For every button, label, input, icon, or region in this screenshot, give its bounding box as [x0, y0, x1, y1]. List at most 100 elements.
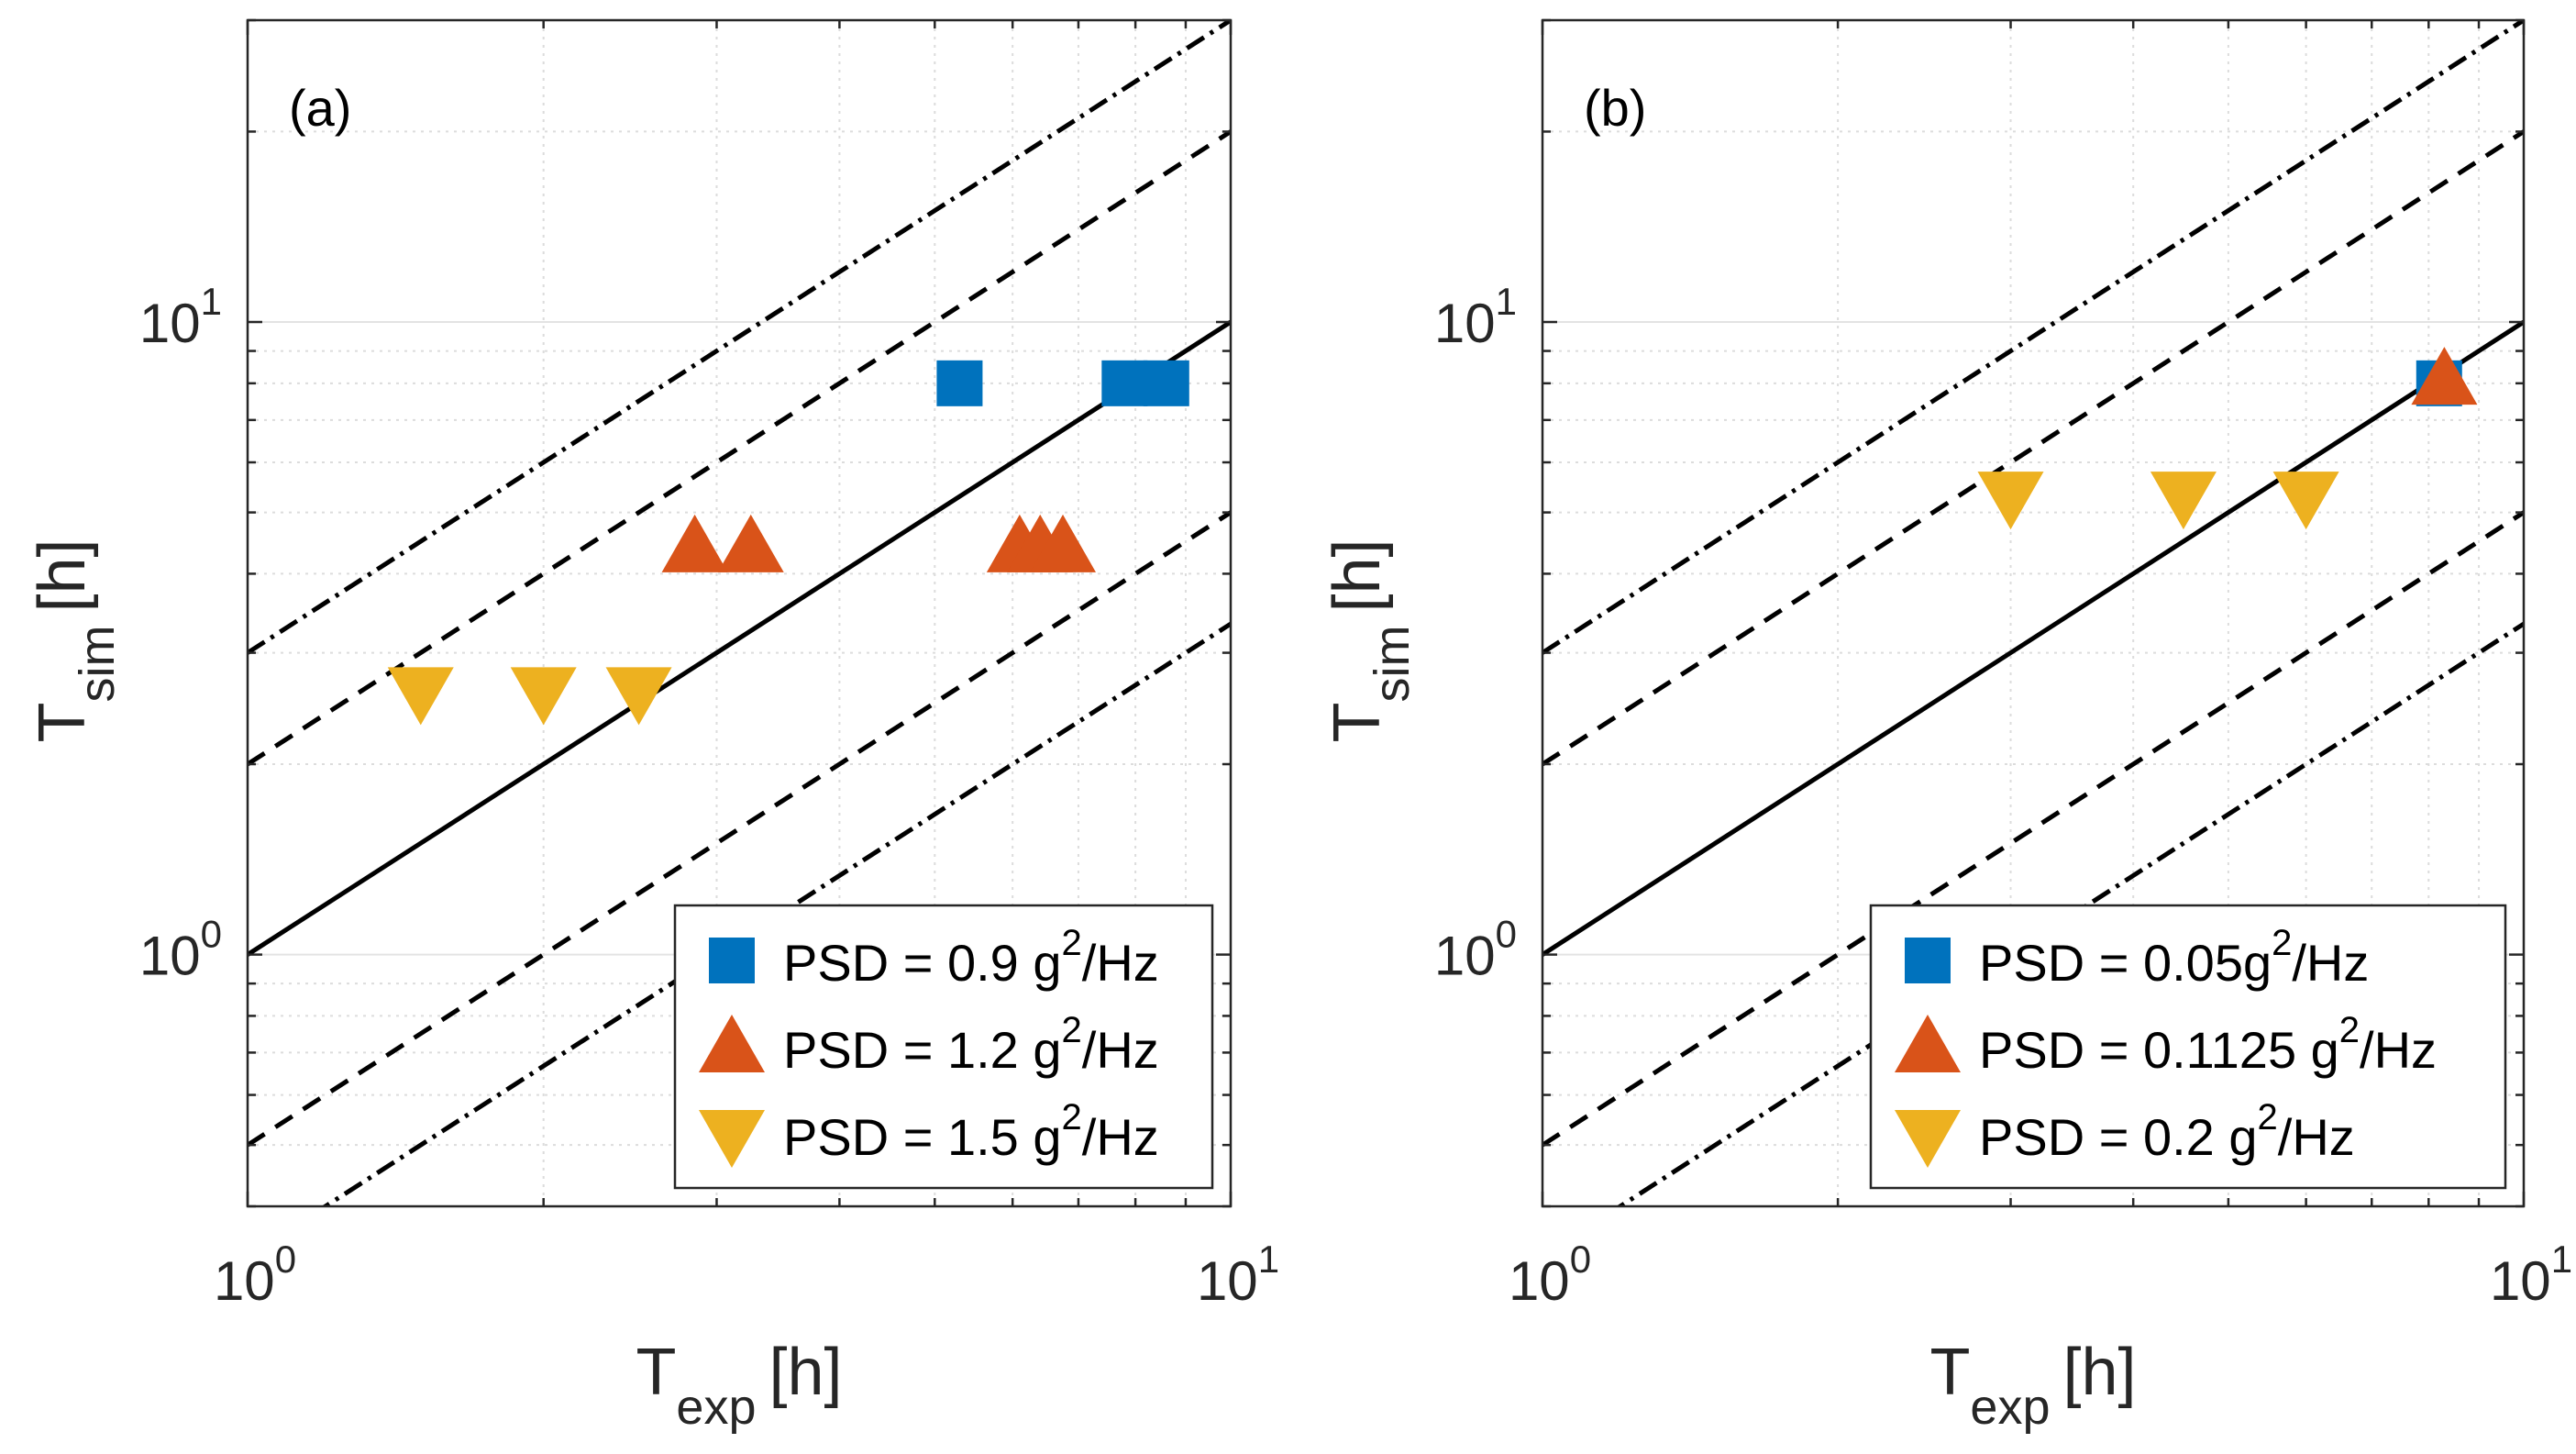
legend-entry-label: PSD = 0.05g2/Hz	[1979, 923, 2369, 992]
x-tick-label-exp: 1	[2551, 1238, 2572, 1281]
ticks	[1541, 18, 2526, 1208]
legend-entry-name: PSD = 0.05g	[1979, 934, 2272, 992]
legend-entry-label: PSD = 0.2 g2/Hz	[1979, 1097, 2355, 1166]
legend-entry-sup: 2	[2339, 1010, 2360, 1050]
legend-entry-sup: 2	[1062, 1097, 1082, 1138]
legend-entry-name: PSD = 0.9 g	[783, 934, 1062, 992]
y-axis-label-sub: sim	[1365, 626, 1420, 703]
legend-entry-suffix: /Hz	[1082, 1108, 1159, 1166]
y-tick-label-exp: 0	[201, 913, 222, 956]
legend-entry-sup: 2	[1062, 923, 1082, 963]
y-axis-label: Tsim [h]	[1321, 538, 1420, 742]
y-axis-label-unit: [h]	[26, 538, 99, 612]
legend-entry-name: PSD = 1.5 g	[783, 1108, 1062, 1166]
reference-line-dashed	[248, 129, 1231, 767]
reference-line-dashed	[1542, 510, 2524, 1148]
x-tick-label-base: 10	[2490, 1250, 2551, 1312]
y-tick-label-base: 10	[1434, 293, 1496, 354]
data-point-triangle-down	[2150, 472, 2217, 530]
data-point-triangle-down	[510, 667, 577, 726]
ticks	[246, 18, 1233, 1208]
x-tick-label: 101	[2490, 1238, 2572, 1312]
y-tick-label-exp: 1	[1496, 280, 1517, 323]
data-point-square	[936, 360, 983, 406]
x-tick-label-base: 10	[1509, 1250, 1570, 1312]
data-point-square	[1101, 360, 1148, 406]
x-tick-label: 100	[214, 1238, 296, 1312]
data-point-triangle-down	[1977, 472, 2044, 530]
legend-entry-suffix: /Hz	[2360, 1021, 2437, 1079]
x-tick-label: 100	[1509, 1238, 1591, 1312]
data-point-square	[1143, 360, 1189, 406]
axes-box	[246, 18, 1233, 1208]
x-axis-label-main: T	[1929, 1336, 1970, 1409]
x-tick-label-exp: 0	[1570, 1238, 1591, 1281]
y-tick-label-base: 10	[1434, 926, 1496, 987]
legend-marker-triangle-up	[1895, 1015, 1961, 1072]
legend-entry-label: PSD = 0.9 g2/Hz	[783, 923, 1159, 992]
reference-line-dashed	[1542, 129, 2524, 767]
x-axis-label-main: T	[636, 1336, 676, 1409]
legend-entry-suffix: /Hz	[1082, 1021, 1159, 1079]
legend-entry-sup: 2	[2272, 923, 2292, 963]
x-tick-label-exp: 0	[275, 1238, 296, 1281]
y-axis-label-sub: sim	[70, 626, 125, 703]
legend-entry-suffix: /Hz	[2292, 934, 2369, 992]
x-axis-label-unit: [h]	[2063, 1336, 2137, 1409]
x-tick-label-base: 10	[214, 1250, 275, 1312]
legend-marker-triangle-down	[1895, 1110, 1961, 1168]
x-tick-label: 101	[1197, 1238, 1279, 1312]
reference-lines	[1542, 20, 2524, 1206]
data-point-triangle-up	[717, 514, 784, 572]
y-tick-label: 100	[1434, 913, 1517, 987]
data-point-triangle-down	[387, 667, 454, 726]
x-tick-label-base: 10	[1197, 1250, 1258, 1312]
legend-entry-label: PSD = 1.2 g2/Hz	[783, 1010, 1159, 1079]
y-tick-label-base: 10	[139, 293, 201, 354]
y-axis-label: Tsim [h]	[26, 538, 125, 742]
reference-line-dashdot	[248, 20, 1231, 655]
legend-entry-sup: 2	[1062, 1010, 1082, 1050]
axes-box	[1541, 18, 2526, 1208]
legend-entry-name: PSD = 1.2 g	[783, 1021, 1062, 1079]
legend-entry-label: PSD = 1.5 g2/Hz	[783, 1097, 1159, 1166]
y-tick-label-exp: 1	[201, 280, 222, 323]
y-tick-label-exp: 0	[1496, 913, 1517, 956]
data-point-triangle-up	[661, 514, 728, 572]
y-axis-label-main: T	[26, 703, 99, 743]
reference-line-dashdot	[1542, 20, 2524, 655]
y-tick-label: 100	[139, 913, 222, 987]
y-tick-label: 101	[1434, 280, 1517, 354]
legend-entry-name: PSD = 0.2 g	[1979, 1108, 2258, 1166]
x-axis-label-unit: [h]	[769, 1336, 843, 1409]
x-tick-label-exp: 1	[1258, 1238, 1279, 1281]
legend-marker-triangle-down	[699, 1110, 765, 1168]
data-point-triangle-up	[1030, 514, 1097, 572]
reference-line-solid	[1542, 319, 2524, 957]
data-point-triangle-up	[2411, 347, 2478, 405]
y-tick-label-base: 10	[139, 926, 201, 987]
x-axis-label: Texp [h]	[1929, 1336, 2136, 1435]
y-axis-label-unit: [h]	[1321, 538, 1394, 612]
legend-entry-suffix: /Hz	[1082, 934, 1159, 992]
legend-box	[673, 904, 1214, 1190]
reference-line-solid	[248, 319, 1231, 957]
data-point-triangle-down	[2272, 472, 2339, 530]
legend-marker-square	[1905, 938, 1951, 983]
legend-marker-square	[709, 938, 755, 983]
x-axis-label: Texp [h]	[636, 1336, 842, 1435]
x-axis-label-sub: exp	[1970, 1380, 2050, 1435]
data-markers	[1977, 347, 2478, 530]
panel-tag: (a)	[289, 79, 351, 137]
reference-line-dashed	[248, 510, 1231, 1148]
legend-entry-name: PSD = 0.1125 g	[1979, 1021, 2339, 1079]
x-axis-label-sub: exp	[676, 1380, 756, 1435]
data-point-triangle-down	[605, 667, 672, 726]
legend-box	[1869, 904, 2507, 1190]
legend-marker-triangle-up	[699, 1015, 765, 1072]
panel-tag: (b)	[1584, 79, 1646, 137]
